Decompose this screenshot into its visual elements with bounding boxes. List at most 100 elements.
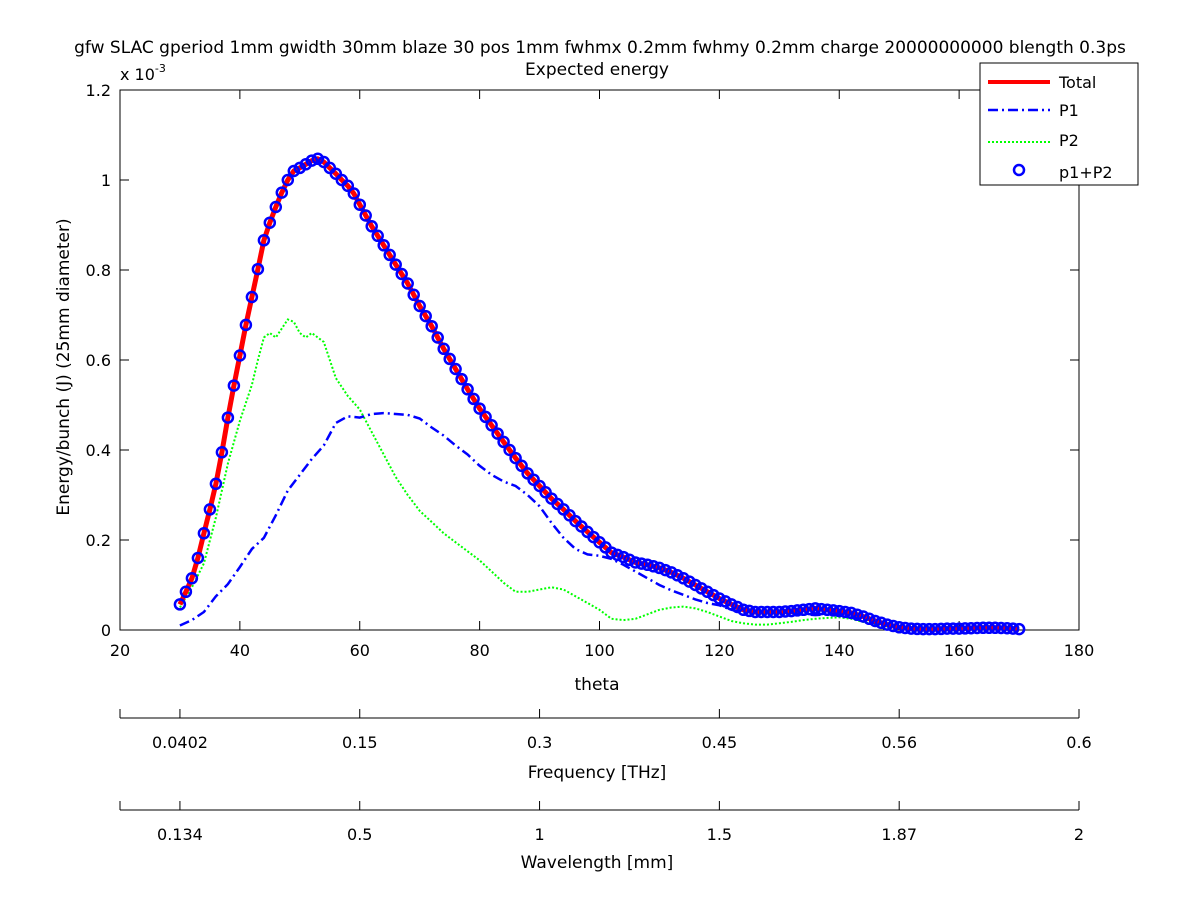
p1p2-marker: [629, 556, 642, 569]
p1p2-marker: [725, 598, 738, 611]
p1p2-marker: [227, 379, 241, 392]
p1p2-marker: [940, 622, 954, 635]
p1p2-marker: [791, 604, 804, 617]
y-tick-label: 0.6: [86, 351, 111, 370]
p1p2-marker: [946, 622, 960, 635]
p1p2-marker: [449, 362, 462, 376]
p1p2-marker: [515, 459, 528, 473]
p1p2-marker: [467, 392, 480, 406]
p1p2-marker: [407, 288, 420, 302]
p1p2-marker: [233, 349, 247, 362]
secondary-axes: 0.0402 0.15 0.3 0.45 0.56 0.6 Frequency [THz] 0…: [119, 709, 1092, 873]
p1p2-marker: [815, 602, 828, 616]
p1p2-marker: [215, 446, 229, 459]
p1p2-marker: [461, 383, 474, 396]
legend-label-p2: P2: [1059, 131, 1079, 150]
p1p2-marker: [1000, 621, 1014, 635]
secondary-tick-label: 1.87: [881, 825, 917, 844]
secondary-tick-label: 2: [1074, 825, 1084, 844]
p1p2-marker: [916, 622, 930, 636]
p1p2-marker: [287, 164, 301, 178]
p1p2-marker: [269, 200, 283, 214]
secondary-tick-label: 1.5: [707, 825, 732, 844]
y-axis-label: Energy/bunch (J) (25mm diameter): [54, 218, 74, 515]
p1p2-marker: [910, 622, 924, 636]
secondary-tick-label: 0.5: [347, 825, 372, 844]
y-tick-label: 1.2: [86, 81, 111, 100]
p1p2-marker: [868, 614, 882, 628]
p1p2-marker: [197, 527, 211, 540]
p1p2-marker: [767, 605, 780, 619]
p1p2-marker: [779, 605, 792, 618]
p1p2-marker: [473, 402, 486, 415]
legend-label-p1: P1: [1059, 101, 1079, 120]
secondary-tick-label: 0.56: [881, 733, 917, 752]
p1p2-marker: [1012, 622, 1026, 636]
secondary-tick-label: 0.45: [702, 733, 738, 752]
p1p2-marker: [743, 604, 756, 618]
p1p2-marker: [173, 598, 187, 611]
p1p2-marker: [179, 585, 193, 599]
x-tick-label: 120: [704, 641, 735, 660]
p1p2-marker: [635, 557, 648, 570]
p1p2-marker: [737, 603, 750, 617]
p1p2-marker: [365, 220, 378, 233]
secondary-tick-label: 0.15: [342, 733, 378, 752]
legend: Total P1 P2 p1+P2: [979, 62, 1139, 186]
p1p2-marker: [880, 618, 894, 631]
x-tick-label: 80: [469, 641, 489, 660]
p1p2-marker: [185, 572, 199, 585]
p1p2-marker: [1006, 622, 1020, 635]
p1p2-marker: [191, 551, 205, 565]
p1p2-marker: [928, 622, 942, 636]
p1p2-marker: [922, 622, 936, 636]
p1p2-marker: [970, 621, 984, 635]
p1p2-marker: [425, 319, 438, 333]
legend-label-total: Total: [1058, 73, 1096, 92]
x-tick-label: 100: [584, 641, 615, 660]
p1p2-marker: [443, 352, 456, 366]
legend-swatch-p1p2: [1012, 163, 1026, 177]
p1p2-marker: [209, 477, 223, 491]
p1p2-marker: [749, 605, 762, 619]
secondary-tick-label: 1: [534, 825, 544, 844]
p1p2-marker: [497, 435, 510, 449]
p1p2-marker: [713, 592, 726, 605]
y-multiplier: x 10-3: [120, 62, 166, 84]
p1p2-marker: [856, 610, 870, 623]
p1p2-marker: [821, 603, 834, 617]
p1p2-marker: [377, 239, 390, 252]
p1p2-marker: [305, 154, 319, 167]
p1p2-marker: [773, 605, 786, 619]
secondary-axis-label: Frequency [THz]: [528, 763, 667, 783]
p1p2-marker: [659, 563, 672, 577]
p1p2-marker: [827, 604, 840, 617]
secondary-axis-label: Wavelength [mm]: [521, 853, 674, 873]
p1p2-marker: [994, 621, 1008, 635]
p1p2-marker: [491, 427, 504, 440]
p1p2-marker: [419, 309, 432, 323]
p1p2-marker: [803, 602, 816, 616]
p1p2-marker: [838, 605, 852, 619]
p1p2-marker: [389, 258, 402, 271]
p1p2-marker: [455, 372, 468, 386]
p1p2-marker: [862, 612, 876, 626]
p1p2-marker: [665, 566, 678, 579]
p1p2-marker: [731, 600, 744, 614]
p1p2-marker: [245, 290, 259, 304]
y-multiplier-exponent: -3: [155, 62, 166, 75]
p1p2-marker: [617, 550, 630, 564]
p1p2-marker: [347, 187, 361, 200]
p1p2-marker: [850, 608, 864, 621]
p1p2-marker: [988, 621, 1002, 635]
x-axis-label: theta: [575, 675, 620, 695]
p1p2-marker: [641, 558, 654, 572]
p1p2-marker: [383, 248, 396, 262]
chart-subtitle: Expected energy: [525, 60, 669, 80]
p1p2-marker: [311, 152, 325, 166]
p1p2-marker: [934, 622, 948, 636]
p1p2-marker: [833, 604, 846, 618]
series-layer: [173, 152, 1026, 636]
x-tick-label: 60: [350, 641, 370, 660]
